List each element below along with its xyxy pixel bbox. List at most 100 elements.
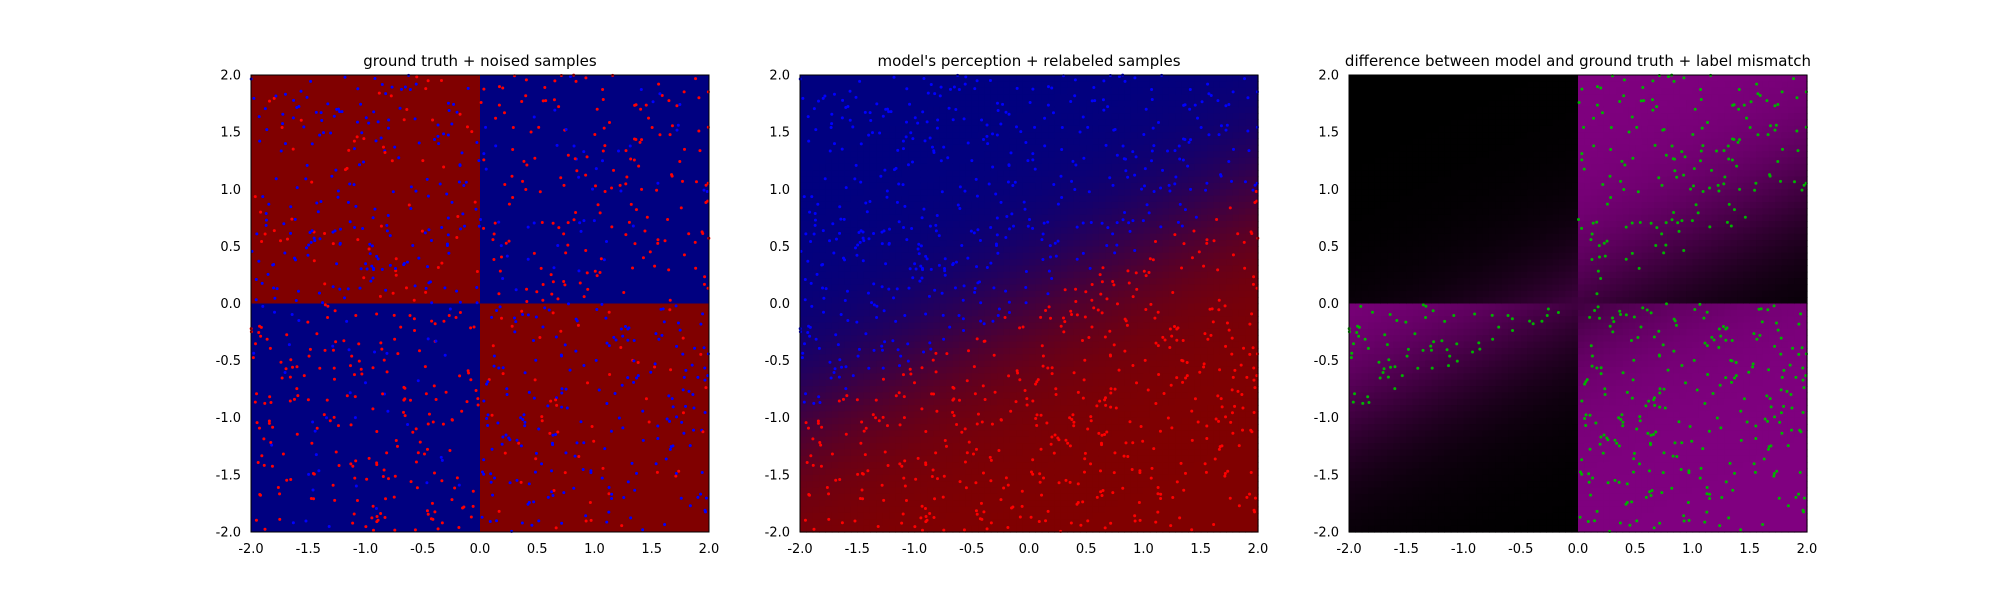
heatmap-cell [806,443,814,451]
heatmap-cell [1029,519,1036,527]
heatmap-cell [1079,373,1087,381]
heatmap-cell [857,354,865,362]
heatmap-cell [800,411,807,419]
heatmap-cell [952,386,960,393]
heatmap-cell [927,113,935,121]
heatmap-cell [997,220,1005,228]
sample-point [640,138,644,142]
sample-point [393,474,397,478]
heatmap-cell [1035,144,1043,152]
sample-point [370,264,374,268]
heatmap-cell [1143,113,1151,121]
sample-point [413,329,417,333]
heatmap-cell [1124,341,1132,349]
heatmap-cell [882,214,890,222]
sample-point [416,379,420,383]
heatmap-cell [1092,182,1100,190]
sample-point [367,456,371,460]
heatmap-cell [1009,259,1017,267]
heatmap-cell [990,240,998,247]
heatmap-cell [1105,322,1113,330]
heatmap-cell [1029,144,1036,152]
sample-point [543,306,547,310]
sample-point [577,175,581,179]
heatmap-cell [1092,144,1100,152]
heatmap-cell [1035,138,1043,146]
heatmap-cell [1098,405,1106,413]
heatmap-cell [819,163,827,171]
heatmap-cell [882,100,890,108]
heatmap-cell [946,405,954,413]
heatmap-cell [997,252,1005,260]
heatmap-cell [1003,398,1011,406]
heatmap-cell [831,157,839,165]
heatmap-cell [1098,195,1106,203]
sample-point [315,426,319,430]
heatmap-cell [920,328,928,336]
sample-point [546,404,550,408]
heatmap-cell [819,132,827,140]
heatmap-cell [1111,151,1119,159]
heatmap-cell [831,328,839,336]
sample-point [351,464,355,468]
heatmap-cell [895,303,903,311]
sample-point [534,358,538,362]
heatmap-cell [939,182,947,190]
heatmap-cell [882,405,890,413]
heatmap-cell [933,398,941,406]
heatmap-cell [1041,386,1049,393]
sample-point [559,74,563,78]
heatmap-cell [1105,81,1113,89]
heatmap-cell [1124,487,1132,495]
heatmap-cell [1092,392,1100,400]
heatmap-cell [1009,144,1017,152]
heatmap-cell [920,144,928,152]
heatmap-cell [806,366,814,374]
sample-point [549,399,553,403]
heatmap-cell [1118,75,1126,82]
heatmap-cell [901,360,909,368]
heatmap-cell [1029,278,1036,286]
heatmap-cell [869,519,877,527]
heatmap-cell [844,341,852,349]
heatmap-cell [1079,100,1087,108]
sample-point [346,200,350,204]
heatmap-cell [1003,278,1011,286]
heatmap-cell [1137,94,1145,101]
sample-point [394,257,398,261]
heatmap-cell [838,182,846,190]
heatmap-cell [978,284,986,292]
heatmap-cell [1079,227,1087,235]
heatmap-cell [927,436,935,444]
sample-point [335,262,339,266]
heatmap-cell [1041,519,1049,527]
heatmap-cell [869,189,877,197]
heatmap-cell [939,468,947,476]
heatmap-cell [895,271,903,279]
heatmap-cell [901,94,909,101]
sample-point [682,90,686,94]
heatmap-cell [838,411,846,419]
heatmap-cell [984,360,992,368]
heatmap-cell [1143,297,1151,305]
heatmap-cell [1124,138,1132,146]
heatmap-cell [901,493,909,501]
heatmap-cell [1073,113,1081,121]
heatmap-cell [889,366,897,374]
heatmap-cell [984,493,992,501]
heatmap-cell [1073,462,1081,470]
heatmap-cell [1009,113,1017,121]
heatmap-cell [920,201,928,209]
heatmap-cell [946,525,954,533]
heatmap-cell [812,201,820,209]
heatmap-cell [984,100,992,108]
heatmap-cell [1029,366,1036,374]
sample-point [666,218,670,222]
heatmap-cell [895,233,903,241]
heatmap-cell [863,195,871,203]
x-tick-label: -1.5 [296,542,321,557]
heatmap-cell [876,398,884,406]
heatmap-cell [806,468,814,476]
heatmap-cell [1079,284,1087,292]
heatmap-cell [908,398,916,406]
